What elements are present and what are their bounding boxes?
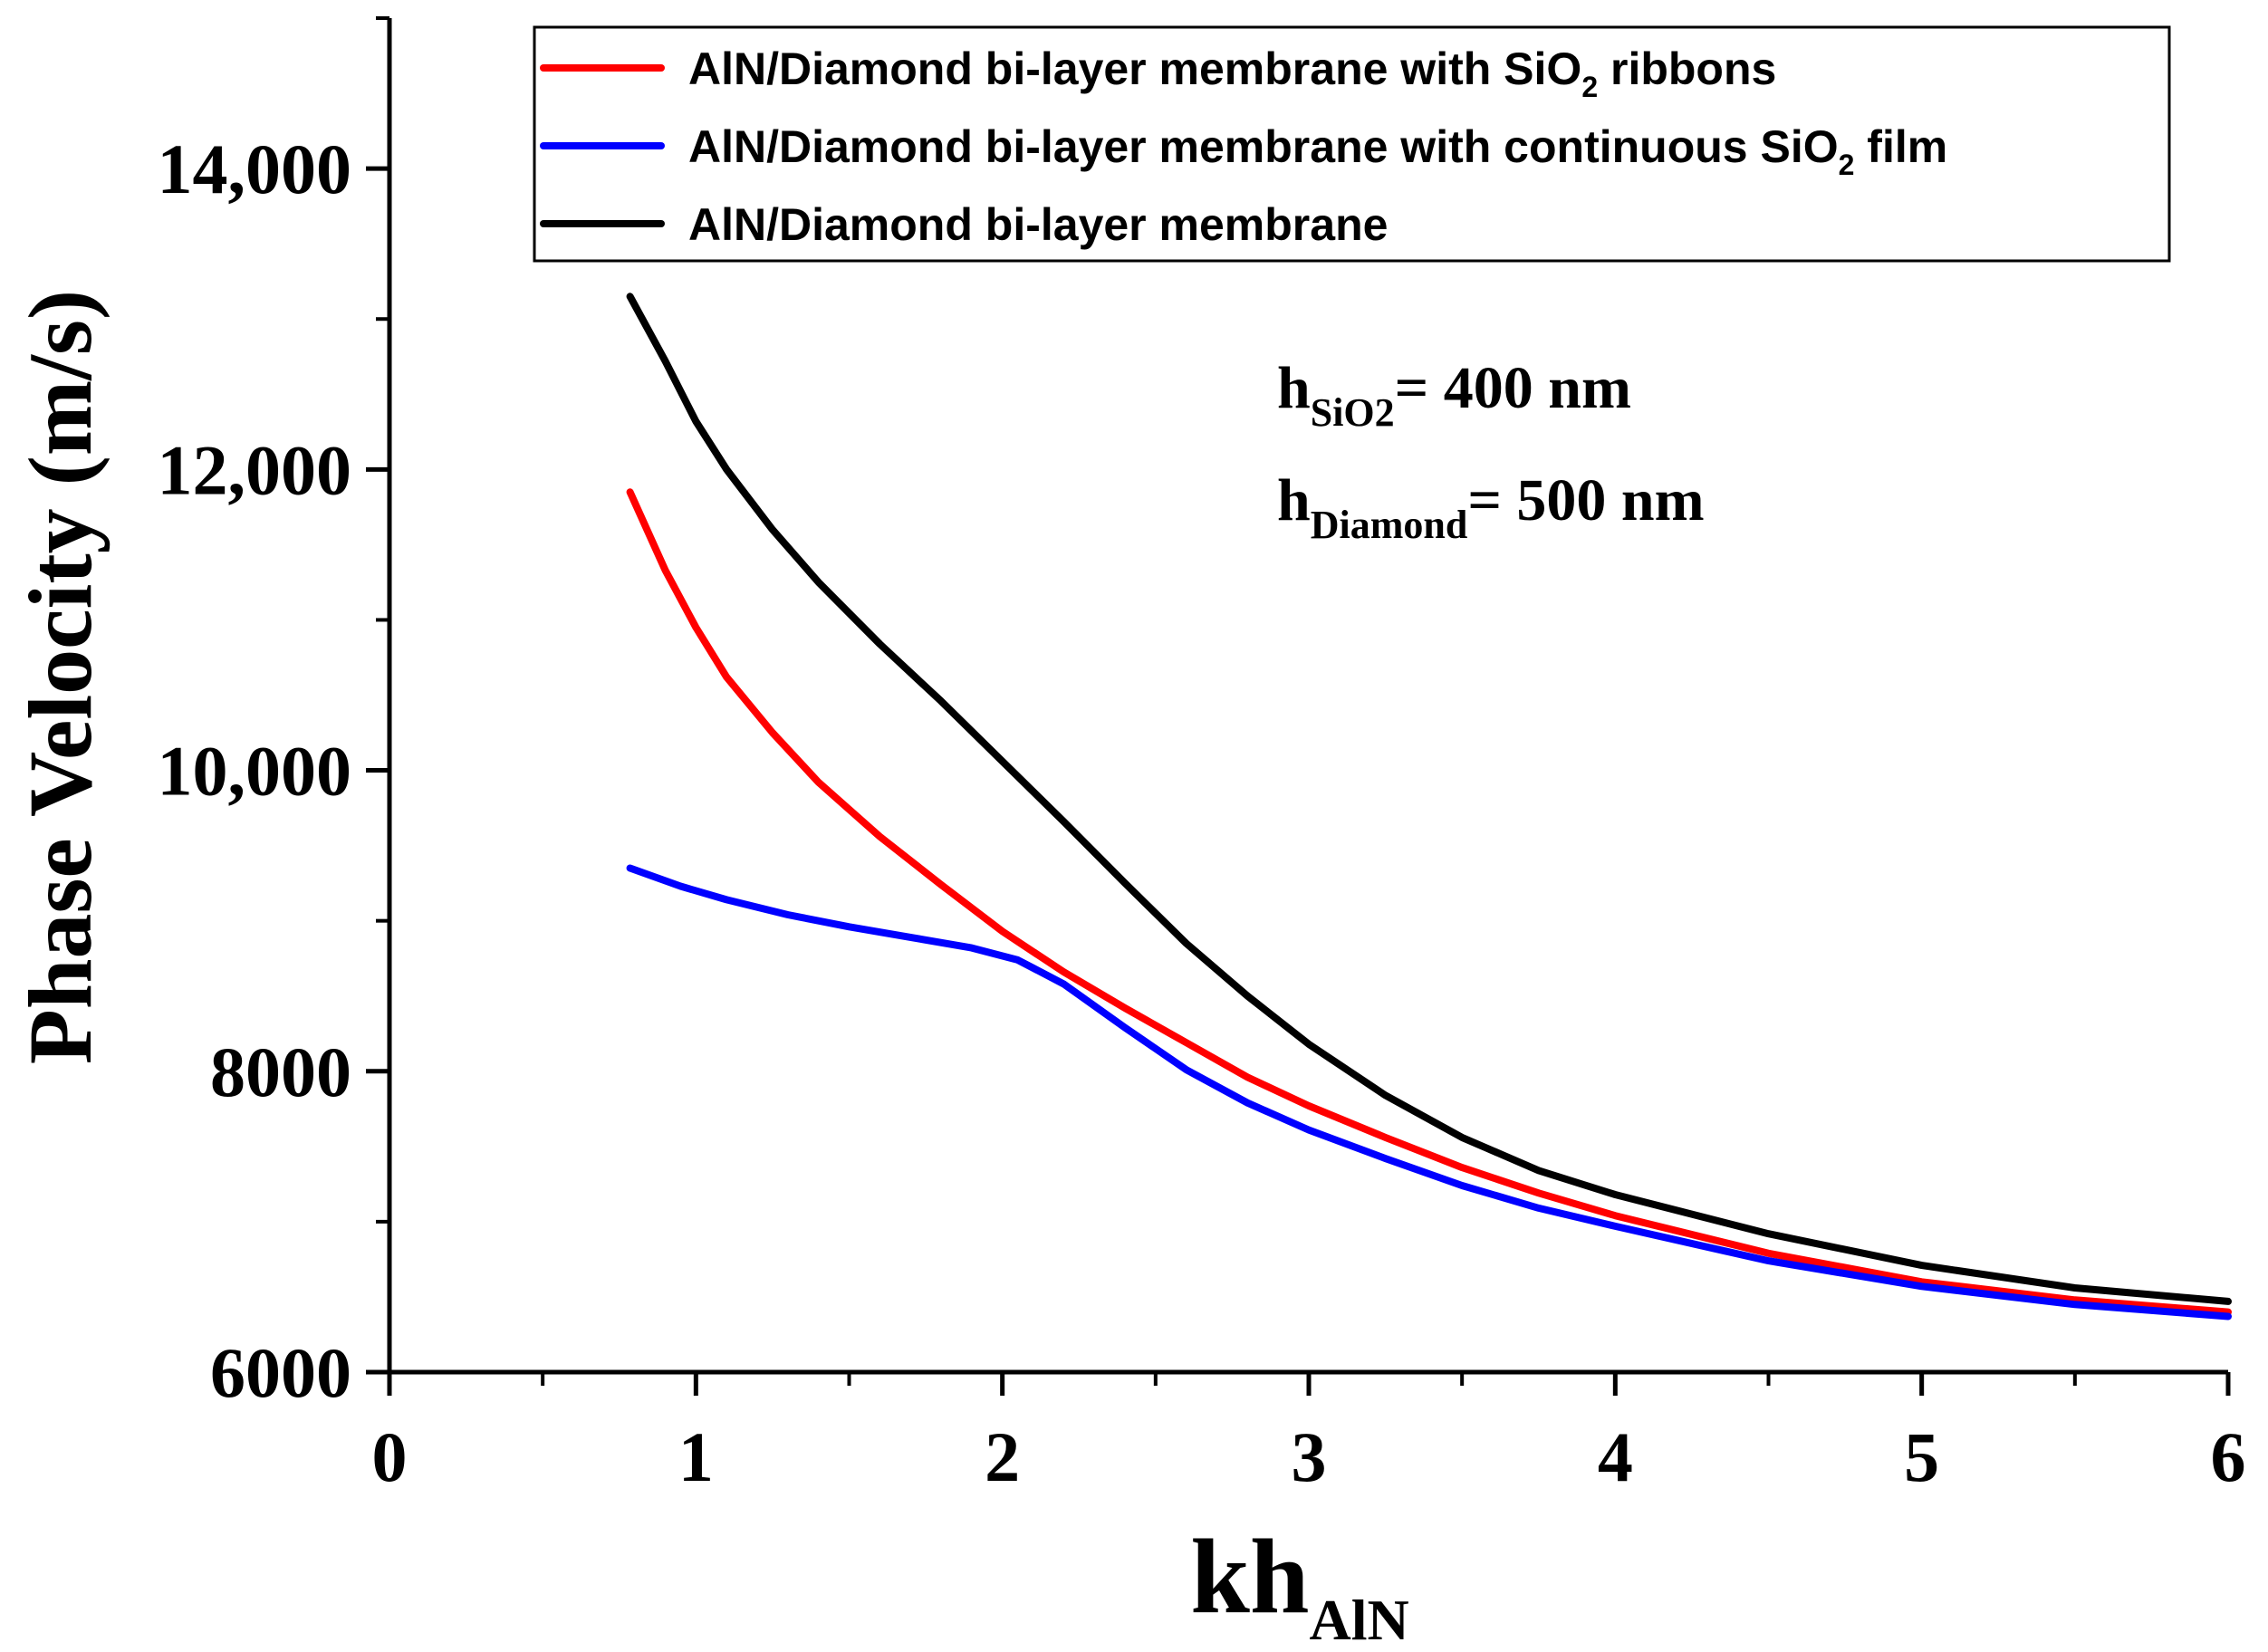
series-line-3 (626, 293, 2232, 1305)
labels-layer: 0 1 2 3 4 5 6 6000 8000 10,000 12,000 14,000 khAlN Ph… (10, 130, 2246, 1652)
legend-label-2: AlN/Diamond bi-layer membrane with conti… (688, 121, 1947, 181)
x-tick-label: 4 (1598, 1417, 1633, 1496)
y-tick-label: 6000 (210, 1333, 351, 1412)
y-tick-label: 12,000 (158, 430, 352, 509)
series-line-2 (626, 864, 2232, 1321)
legend-box (533, 25, 2171, 263)
legend: AlN/Diamond bi-layer membrane with SiO2 … (533, 25, 2171, 263)
ticks-layer (366, 16, 2231, 1396)
x-tick-label: 1 (678, 1417, 714, 1496)
series-layer (626, 293, 2232, 1321)
annotation-1: hSiO2= 400 nm (1277, 355, 1631, 435)
y-tick-label: 10,000 (158, 732, 352, 811)
series-line-1 (626, 488, 2232, 1316)
legend-label-1: AlN/Diamond bi-layer membrane with SiO2 … (688, 43, 1776, 103)
y-axis-title: Phase Velocity (m/s) (10, 290, 111, 1064)
legend-label-3: AlN/Diamond bi-layer membrane (688, 199, 1388, 250)
x-tick-label: 6 (2211, 1417, 2246, 1496)
y-tick-label: 8000 (210, 1032, 351, 1111)
x-tick-label: 5 (1904, 1417, 1939, 1496)
annotation-2: hDiamond= 500 nm (1277, 467, 1705, 547)
x-tick-label: 0 (372, 1417, 408, 1496)
x-axis-title: khAlN (1190, 1517, 1408, 1652)
y-tick-label: 14,000 (158, 130, 352, 208)
annotations: hSiO2= 400 nm hDiamond= 500 nm (1277, 355, 1705, 547)
x-tick-label: 2 (985, 1417, 1020, 1496)
x-tick-label: 3 (1292, 1417, 1327, 1496)
